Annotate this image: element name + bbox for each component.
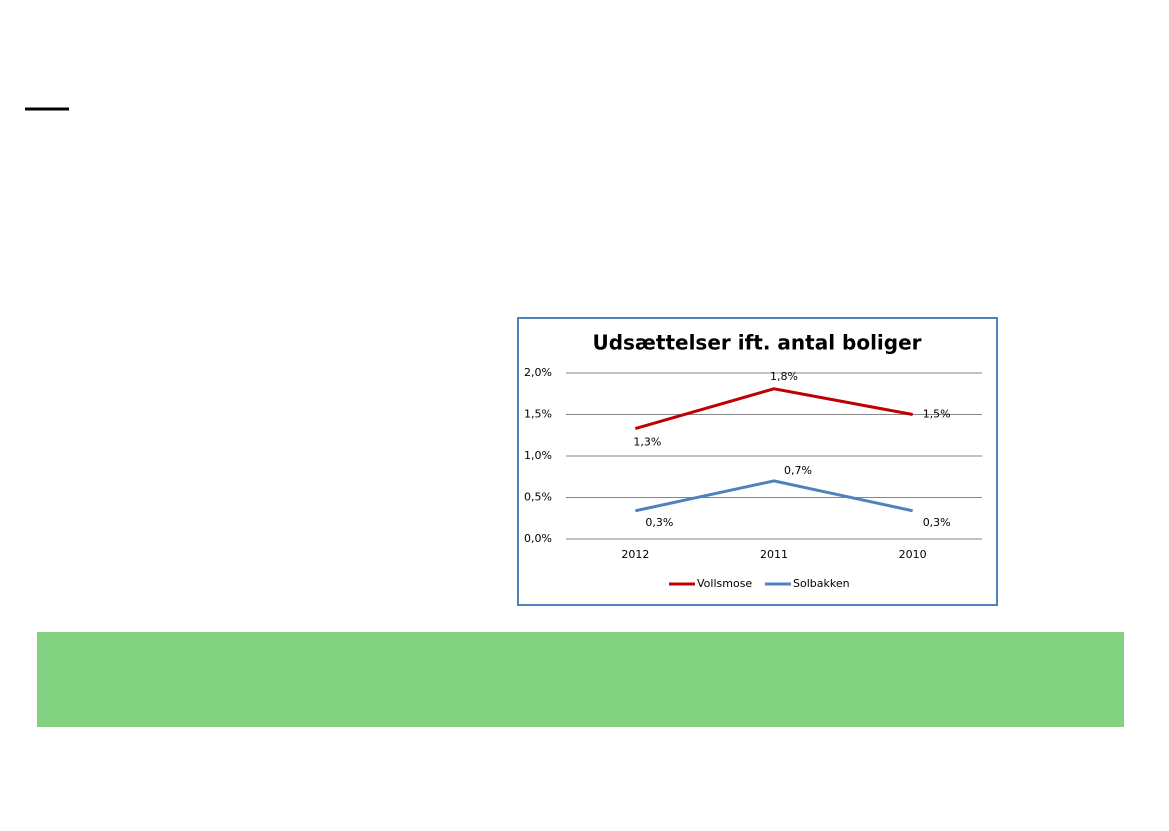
- green-banner: [37, 632, 1124, 727]
- legend-label: Solbakken: [793, 577, 850, 590]
- x-tick-label: 2011: [760, 548, 788, 561]
- series-line: [635, 479, 913, 513]
- y-tick-label: 0,0%: [524, 532, 552, 545]
- y-tick-label: 0,5%: [524, 491, 552, 504]
- data-label: 1,5%: [923, 408, 951, 421]
- y-tick-label: 1,5%: [524, 408, 552, 421]
- legend-label: Vollsmose: [697, 577, 752, 590]
- data-label: 1,8%: [770, 370, 798, 383]
- dash-decoration: [25, 107, 69, 111]
- plot: 0,0% 0,5% 1,0% 1,5% 2,0% 2012 2011 2010 1,3% 1,8%…: [524, 366, 982, 590]
- chart-frame: [517, 317, 998, 606]
- y-tick-label: 1,0%: [524, 449, 552, 462]
- data-label: 0,3%: [645, 516, 673, 529]
- x-tick-label: 2010: [899, 548, 927, 561]
- data-label: 0,7%: [784, 464, 812, 477]
- x-tick-label: 2012: [621, 548, 649, 561]
- series-line: [634, 387, 913, 431]
- data-label: 0,3%: [923, 516, 951, 529]
- data-label: 1,3%: [633, 436, 661, 449]
- chart-title: Udsættelser ift. antal boliger: [592, 331, 921, 355]
- y-tick-label: 2,0%: [524, 366, 552, 379]
